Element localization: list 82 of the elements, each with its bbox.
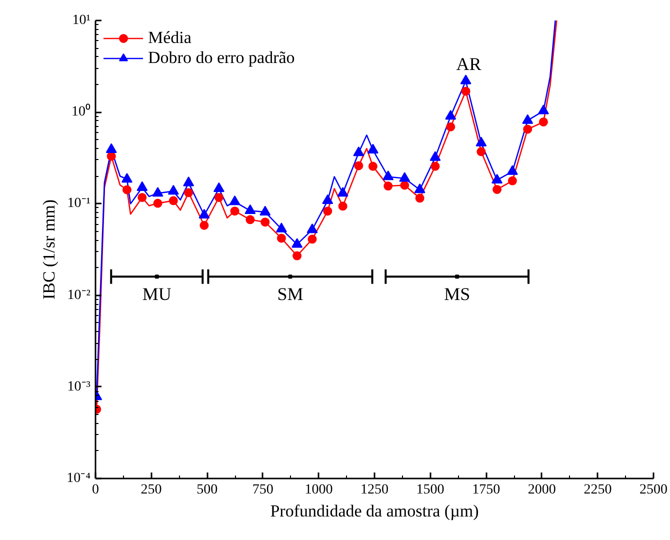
y-tick-label: 10¹ bbox=[72, 13, 91, 28]
point bbox=[476, 136, 487, 146]
x-tick-label: 0 bbox=[92, 482, 99, 498]
y-tick-label: 10⁻² bbox=[67, 288, 91, 303]
x-tick-label: 1500 bbox=[416, 482, 444, 498]
point bbox=[368, 162, 378, 171]
point bbox=[353, 146, 364, 156]
point bbox=[400, 180, 410, 190]
legend-label: Média bbox=[148, 28, 192, 48]
point bbox=[414, 183, 426, 194]
point bbox=[153, 198, 162, 208]
point bbox=[506, 165, 518, 175]
point bbox=[152, 186, 164, 197]
annotation: SM bbox=[277, 284, 304, 304]
point bbox=[460, 74, 472, 84]
x-tick-label: 1000 bbox=[304, 482, 333, 498]
point bbox=[260, 206, 271, 216]
x-tick-label: 2000 bbox=[528, 482, 556, 498]
point bbox=[213, 182, 224, 192]
point bbox=[461, 86, 470, 96]
legend-label: Dobro do erro padrão bbox=[148, 48, 295, 68]
annotation: AR bbox=[456, 54, 482, 74]
point bbox=[538, 104, 549, 114]
point bbox=[121, 172, 132, 183]
point bbox=[260, 218, 270, 227]
annotation: MS bbox=[444, 284, 470, 304]
point bbox=[415, 194, 424, 203]
x-tick-label: 750 bbox=[252, 482, 274, 498]
point bbox=[306, 223, 318, 234]
point bbox=[399, 172, 410, 182]
point bbox=[384, 182, 393, 190]
point bbox=[367, 144, 378, 154]
point bbox=[292, 238, 303, 248]
point bbox=[246, 215, 255, 224]
point bbox=[183, 176, 194, 186]
y-axis-title: IBC (1/sr mm) bbox=[40, 199, 59, 300]
point bbox=[322, 194, 334, 204]
point bbox=[106, 143, 117, 153]
point bbox=[229, 195, 240, 206]
point bbox=[168, 184, 179, 195]
point bbox=[430, 162, 440, 171]
point bbox=[230, 206, 240, 216]
y-tick-label: 10⁻⁴ bbox=[66, 471, 91, 486]
point bbox=[308, 234, 317, 244]
point bbox=[138, 192, 147, 202]
x-tick-label: 500 bbox=[196, 482, 218, 498]
x-axis-title: Profundidade da amostra (µm) bbox=[270, 502, 479, 520]
annotation: MU bbox=[142, 284, 172, 304]
point bbox=[523, 124, 532, 134]
y-tick-label: 10⁰ bbox=[72, 104, 90, 120]
point bbox=[168, 196, 178, 206]
point bbox=[508, 176, 517, 186]
point bbox=[354, 161, 364, 170]
y-tick-label: 10⁻¹ bbox=[67, 196, 91, 212]
point bbox=[476, 147, 486, 156]
point bbox=[492, 184, 502, 194]
point bbox=[492, 174, 503, 184]
point bbox=[522, 114, 534, 124]
point bbox=[214, 192, 224, 202]
x-tick-label: 2500 bbox=[640, 482, 668, 498]
point bbox=[323, 206, 332, 216]
point bbox=[122, 185, 132, 194]
y-tick-label: 10⁻³ bbox=[67, 379, 91, 394]
point bbox=[538, 117, 548, 126]
x-tick-label: 2250 bbox=[584, 482, 612, 498]
point bbox=[244, 204, 256, 214]
point bbox=[446, 122, 456, 132]
point bbox=[430, 151, 441, 161]
point bbox=[445, 110, 456, 120]
point bbox=[200, 220, 209, 230]
point bbox=[337, 186, 348, 197]
x-tick-label: 250 bbox=[140, 482, 162, 498]
point bbox=[292, 251, 302, 260]
point bbox=[338, 202, 348, 211]
point bbox=[198, 208, 210, 219]
point bbox=[276, 222, 287, 232]
point bbox=[136, 181, 148, 191]
x-tick-label: 1250 bbox=[360, 482, 388, 498]
point bbox=[382, 170, 394, 180]
point bbox=[276, 234, 286, 243]
x-tick-label: 1750 bbox=[472, 482, 500, 498]
point bbox=[184, 188, 194, 198]
